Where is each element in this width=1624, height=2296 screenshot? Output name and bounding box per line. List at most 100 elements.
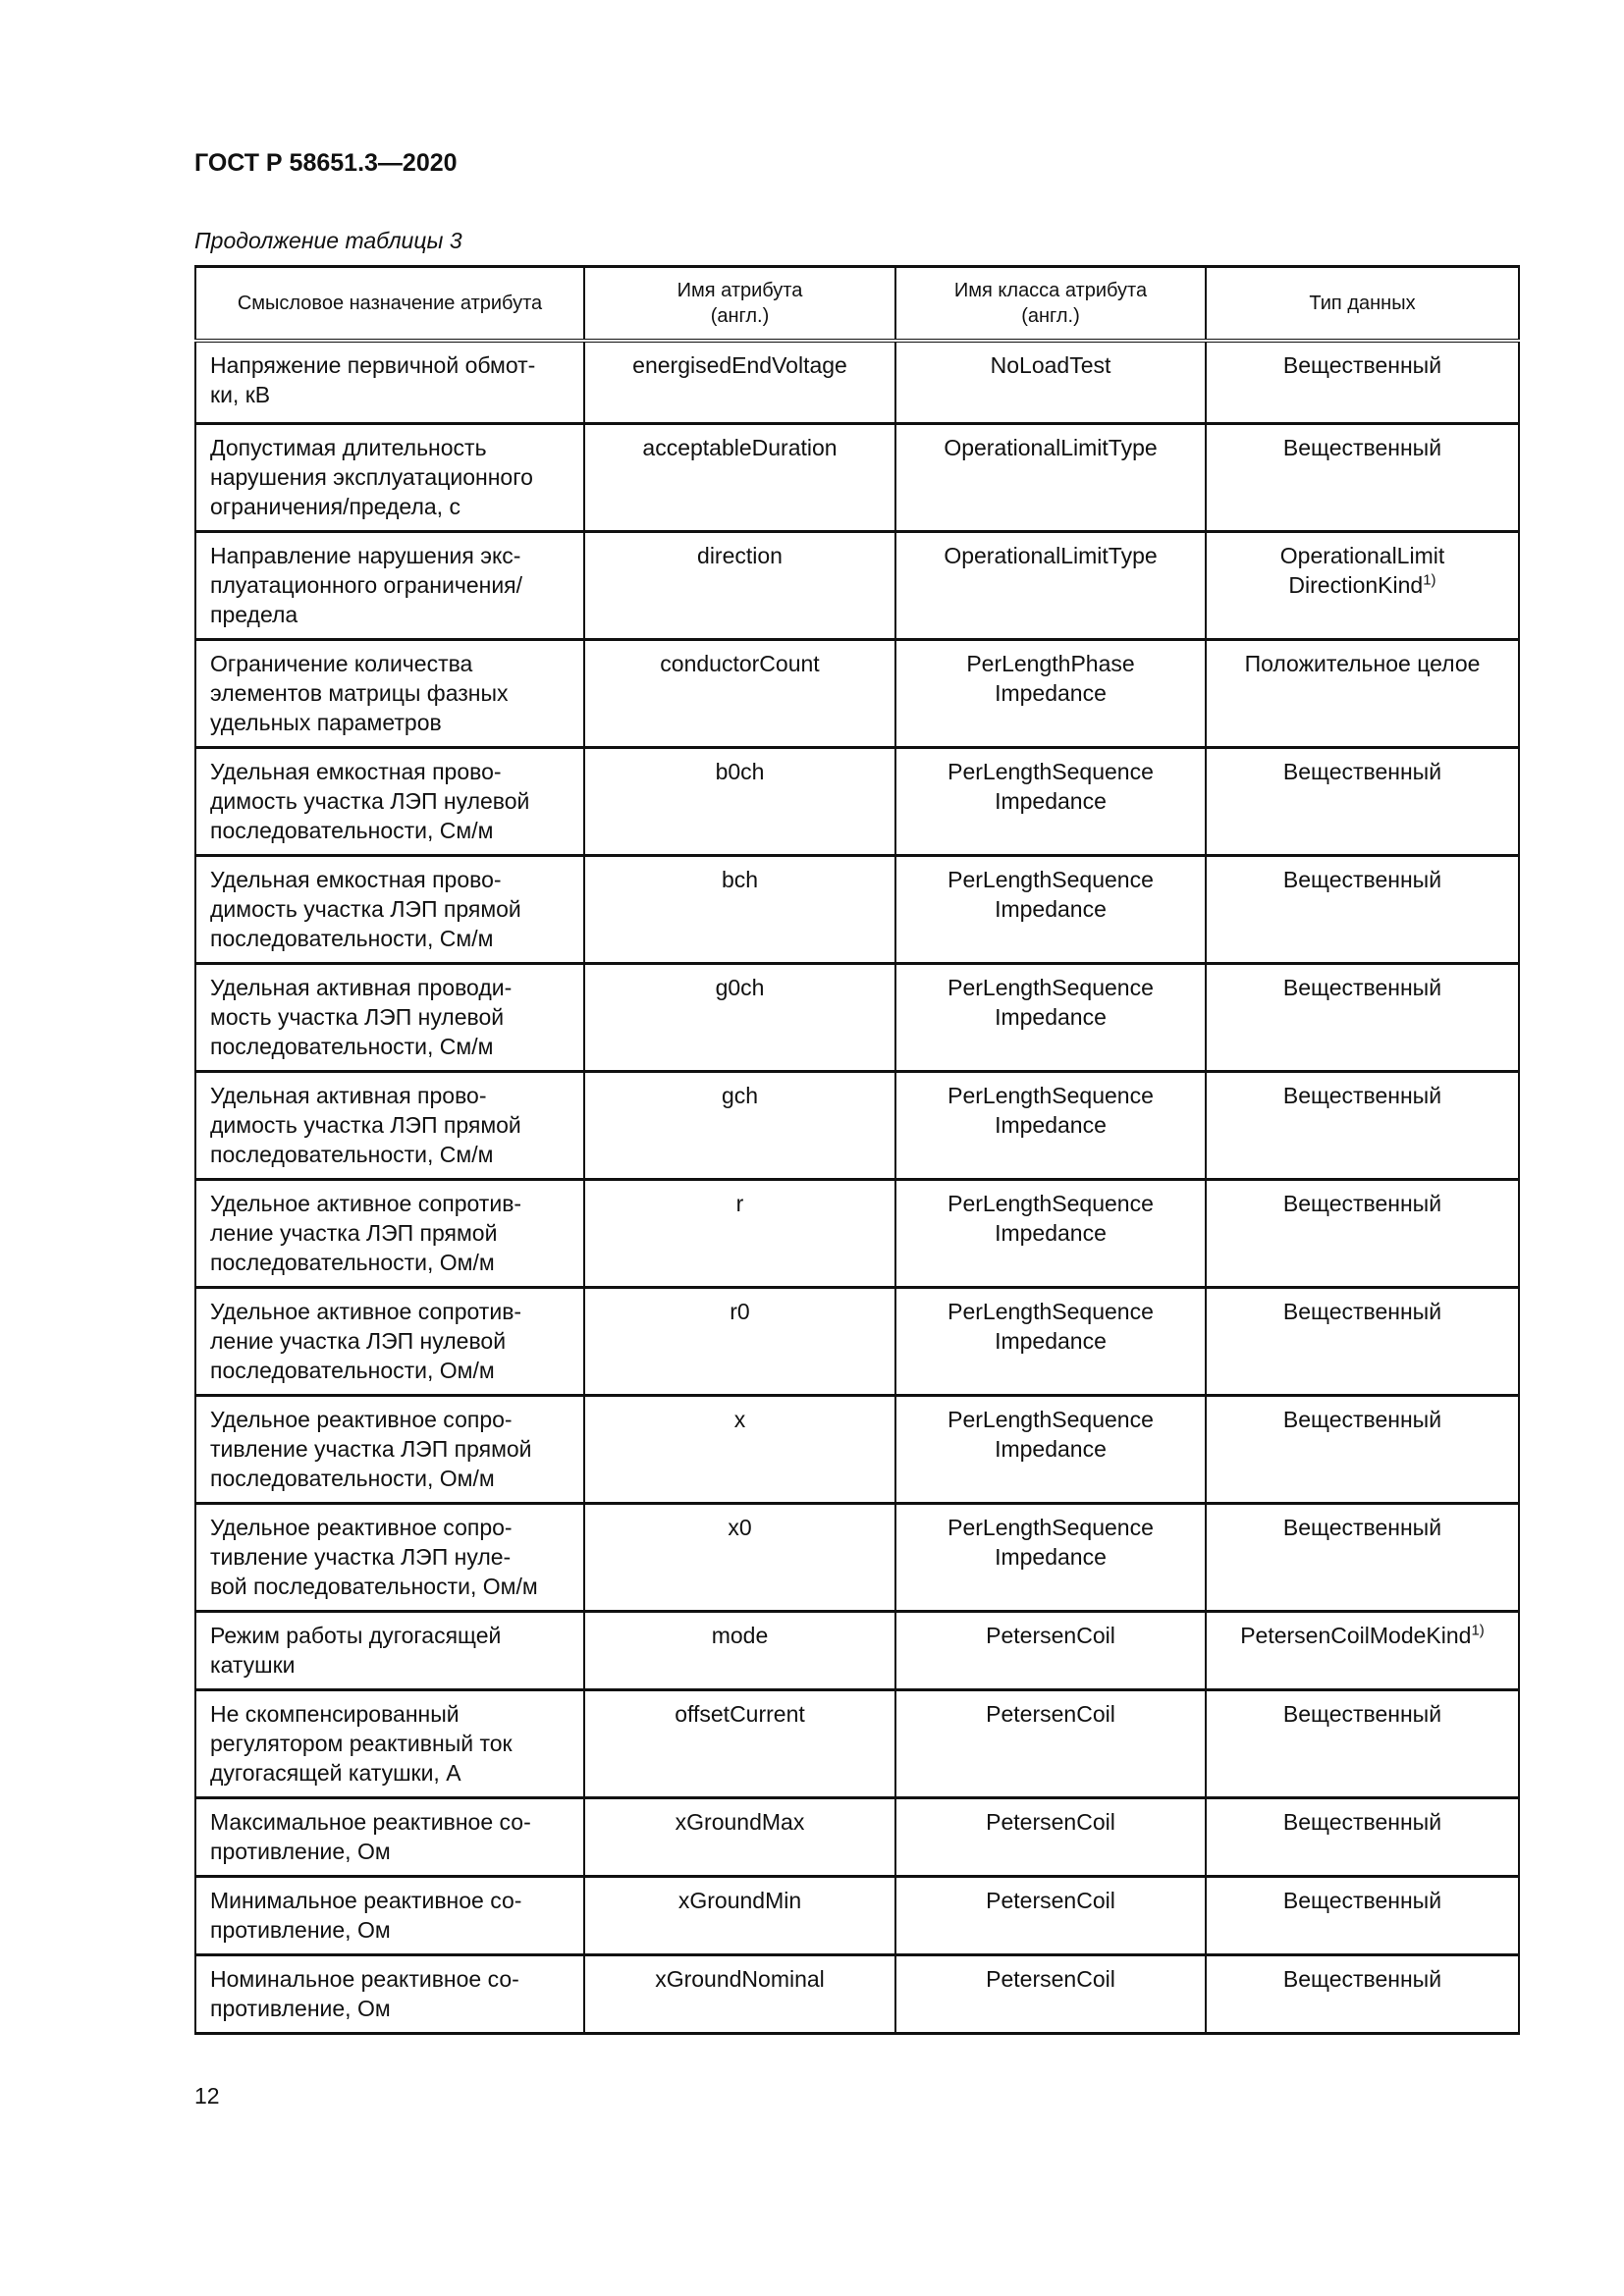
column-header: Имя атрибута (англ.): [583, 265, 896, 343]
attribute-class-cell: NoLoadTest: [894, 340, 1207, 425]
cell-text: PerLengthSequence Impedance: [947, 1190, 1154, 1246]
cell-text: Удельное реактивное сопро- тивление учас…: [210, 1514, 538, 1599]
cell-text: PetersenCoil: [986, 1700, 1115, 1727]
attribute-class-cell: PerLengthPhase Impedance: [894, 638, 1207, 749]
table-row: Удельное активное сопротив- ление участк…: [194, 1286, 1520, 1397]
attribute-class-cell: PerLengthSequence Impedance: [894, 1502, 1207, 1613]
attribute-name-cell: g0ch: [583, 962, 896, 1073]
cell-text: g0ch: [715, 974, 765, 1000]
cell-text: PerLengthSequence Impedance: [947, 1514, 1154, 1570]
cell-text: Допустимая длительность нарушения эксплу…: [210, 434, 533, 519]
cell-text: PetersenCoil: [986, 1808, 1115, 1835]
cell-text: PetersenCoil: [986, 1965, 1115, 1992]
cell-text: Удельное активное сопротив- ление участк…: [210, 1190, 522, 1275]
attribute-class-cell: PerLengthSequence Impedance: [894, 1178, 1207, 1289]
cell-text: Вещественный: [1282, 758, 1442, 784]
attribute-class-cell: PetersenCoil: [894, 1953, 1207, 2035]
cell-text: Удельная емкостная прово- димость участк…: [210, 866, 521, 951]
cell-text: conductorCount: [660, 650, 820, 676]
cell-text: Ограничение количества элементов матрицы…: [210, 650, 509, 735]
cell-text: bch: [721, 866, 759, 892]
cell-text: Вещественный: [1282, 974, 1442, 1000]
cell-text: x0: [728, 1514, 752, 1540]
data-type-cell: Вещественный: [1205, 1688, 1520, 1799]
table-header-row: Смысловое назначение атрибута Имя атрибу…: [194, 265, 1520, 343]
cell-text: acceptableDuration: [642, 434, 838, 460]
cell-text: OperationalLimitType: [944, 542, 1158, 568]
cell-text: PerLengthSequence Impedance: [947, 1406, 1154, 1462]
cell-text: Максимальное реактивное со- противление,…: [210, 1808, 531, 1864]
meaning-cell: Удельная емкостная прово- димость участк…: [194, 854, 585, 965]
attribute-name-cell: b0ch: [583, 746, 896, 857]
cell-text: NoLoadTest: [990, 352, 1111, 378]
cell-text: mode: [711, 1622, 769, 1648]
attributes-table: Смысловое назначение атрибута Имя атрибу…: [194, 265, 1520, 2035]
cell-text: b0ch: [715, 758, 765, 784]
cell-text: Вещественный: [1282, 1082, 1442, 1108]
attribute-name-cell: offsetCurrent: [583, 1688, 896, 1799]
cell-text: PerLengthSequence Impedance: [947, 1298, 1154, 1354]
table-row: Режим работы дугогасящей катушки mode Pete…: [194, 1610, 1520, 1691]
cell-text: x: [733, 1406, 746, 1432]
table-row: Удельное реактивное сопро- тивление учас…: [194, 1502, 1520, 1613]
cell-text: Вещественный: [1282, 1514, 1442, 1540]
meaning-cell: Направление нарушения экс- плуатационног…: [194, 530, 585, 641]
cell-text: Вещественный: [1282, 866, 1442, 892]
meaning-cell: Минимальное реактивное со- противление, …: [194, 1875, 585, 1956]
table-row: Максимальное реактивное со- противление,…: [194, 1796, 1520, 1878]
attribute-name-cell: r0: [583, 1286, 896, 1397]
table-row: Удельная активная проводи- мость участка…: [194, 962, 1520, 1073]
attribute-name-cell: xGroundMax: [583, 1796, 896, 1878]
cell-text: Вещественный: [1282, 434, 1442, 460]
data-type-cell: Вещественный: [1205, 854, 1520, 965]
cell-text: Вещественный: [1282, 1965, 1442, 1992]
footnote-mark: 1): [1471, 1621, 1485, 1638]
attribute-name-cell: energisedEndVoltage: [583, 340, 896, 425]
cell-text: Напряжение первичной обмот- ки, кВ: [210, 352, 536, 407]
attribute-name-cell: acceptableDuration: [583, 422, 896, 533]
data-type-cell: Вещественный: [1205, 1070, 1520, 1181]
attribute-name-cell: x: [583, 1394, 896, 1505]
column-header: Имя класса атрибута (англ.): [894, 265, 1207, 343]
cell-text: energisedEndVoltage: [632, 352, 847, 378]
cell-text: OperationalLimitType: [944, 434, 1158, 460]
attribute-name-cell: r: [583, 1178, 896, 1289]
cell-text: Удельное реактивное сопро- тивление учас…: [210, 1406, 532, 1491]
data-type-cell: Вещественный: [1205, 962, 1520, 1073]
table-row: Номинальное реактивное со- противление, …: [194, 1953, 1520, 2035]
data-type-cell: Положительное целое: [1205, 638, 1520, 749]
data-type-cell: Вещественный: [1205, 1953, 1520, 2035]
cell-text: PerLengthSequence Impedance: [947, 974, 1154, 1030]
table-row: Удельная емкостная прово- димость участк…: [194, 854, 1520, 965]
data-type-cell: Вещественный: [1205, 1178, 1520, 1289]
attribute-class-cell: PerLengthSequence Impedance: [894, 1070, 1207, 1181]
page-number: 12: [194, 2083, 220, 2109]
attribute-class-cell: PerLengthSequence Impedance: [894, 962, 1207, 1073]
cell-text: r0: [730, 1298, 750, 1324]
attribute-class-cell: OperationalLimitType: [894, 530, 1207, 641]
cell-text: r: [735, 1190, 744, 1216]
attribute-name-cell: x0: [583, 1502, 896, 1613]
table-row: Направление нарушения экс- плуатационног…: [194, 530, 1520, 641]
meaning-cell: Удельное активное сопротив- ление участк…: [194, 1286, 585, 1397]
attribute-class-cell: PerLengthSequence Impedance: [894, 1286, 1207, 1397]
table-row: Минимальное реактивное со- противление, …: [194, 1875, 1520, 1956]
data-type-cell: Вещественный: [1205, 1875, 1520, 1956]
cell-text: Вещественный: [1282, 1700, 1442, 1727]
cell-text: PerLengthSequence Impedance: [947, 1082, 1154, 1138]
cell-text: Удельная емкостная прово- димость участк…: [210, 758, 530, 843]
cell-text: xGroundMin: [677, 1887, 802, 1913]
attribute-name-cell: xGroundMin: [583, 1875, 896, 1956]
data-type-cell: Вещественный: [1205, 1286, 1520, 1397]
attribute-name-cell: conductorCount: [583, 638, 896, 749]
data-type-cell: Вещественный: [1205, 1394, 1520, 1505]
attribute-class-cell: PerLengthSequence Impedance: [894, 1394, 1207, 1505]
meaning-cell: Удельная емкостная прово- димость участк…: [194, 746, 585, 857]
cell-text: Вещественный: [1282, 1190, 1442, 1216]
cell-text: xGroundMax: [675, 1808, 805, 1835]
cell-text: Вещественный: [1282, 352, 1442, 378]
data-type-cell: Вещественный: [1205, 746, 1520, 857]
attribute-name-cell: xGroundNominal: [583, 1953, 896, 2035]
meaning-cell: Напряжение первичной обмот- ки, кВ: [194, 340, 585, 425]
cell-text: xGroundNominal: [655, 1965, 825, 1992]
